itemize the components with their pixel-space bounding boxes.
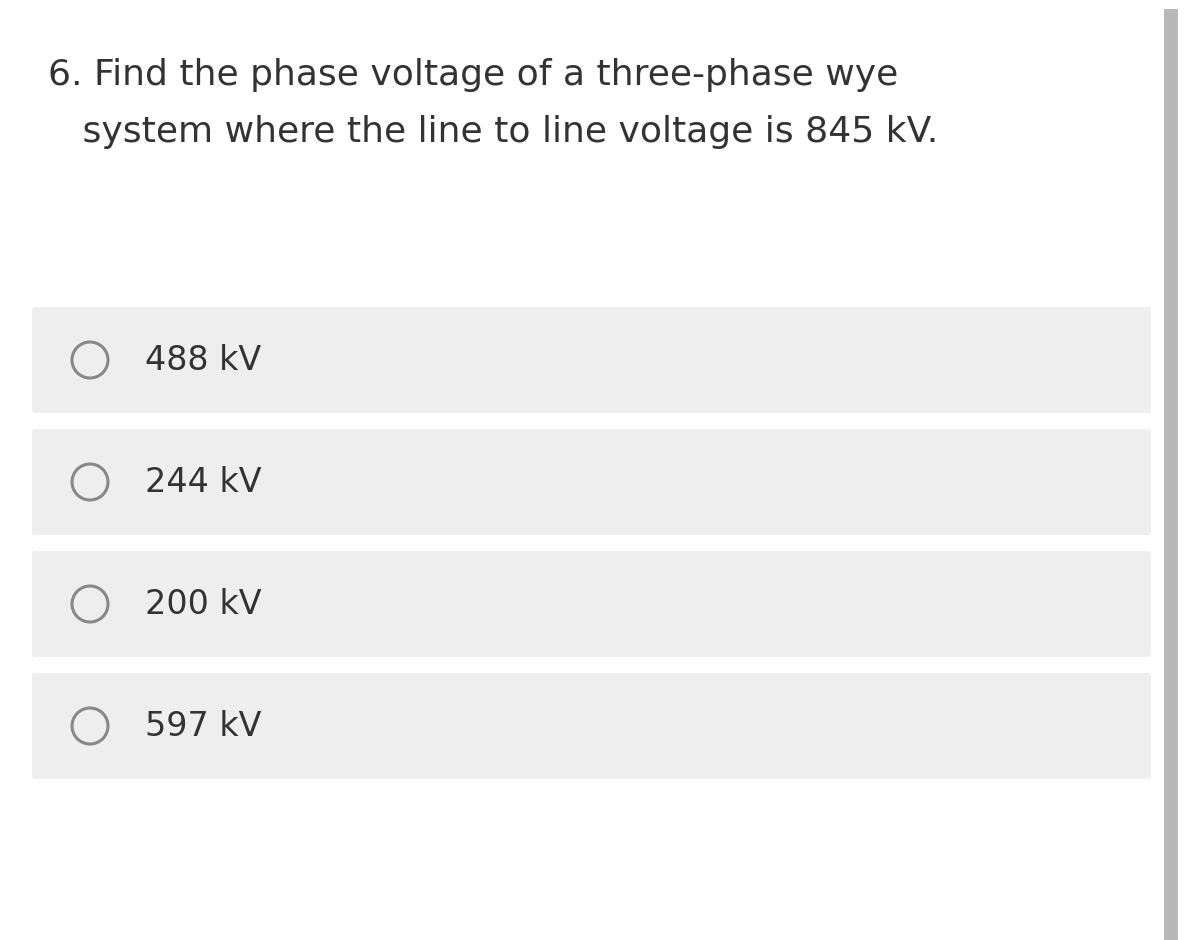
Circle shape	[72, 342, 108, 378]
Circle shape	[72, 586, 108, 622]
Circle shape	[72, 708, 108, 744]
Text: 597 kV: 597 kV	[145, 710, 262, 743]
FancyBboxPatch shape	[32, 673, 1151, 779]
Text: system where the line to line voltage is 845 kV.: system where the line to line voltage is…	[48, 115, 938, 149]
FancyBboxPatch shape	[32, 307, 1151, 413]
Circle shape	[72, 464, 108, 500]
Text: 6. Find the phase voltage of a three-phase wye: 6. Find the phase voltage of a three-pha…	[48, 58, 899, 92]
Text: 244 kV: 244 kV	[145, 465, 262, 498]
FancyBboxPatch shape	[32, 429, 1151, 535]
Text: 200 kV: 200 kV	[145, 588, 262, 620]
FancyBboxPatch shape	[32, 551, 1151, 657]
Text: 488 kV: 488 kV	[145, 343, 262, 377]
FancyBboxPatch shape	[1164, 9, 1178, 940]
